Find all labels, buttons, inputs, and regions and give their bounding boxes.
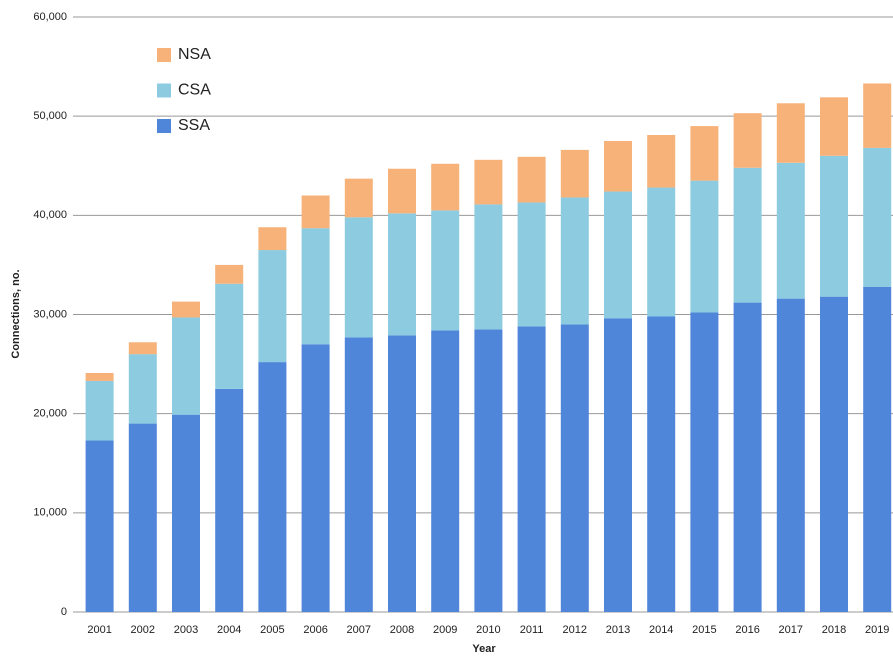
bar-segment [647,135,676,188]
bar-segment [647,316,676,612]
bar-segment [258,362,287,612]
bar-segment [604,191,632,319]
bar-segment [690,312,719,612]
bar-segment [733,167,762,303]
y-tick-label: 50,000 [33,110,67,122]
y-tick-label: 40,000 [33,209,67,221]
bar-segment [474,159,503,205]
x-tick-label: 2010 [476,624,500,636]
bar-segment [863,286,892,612]
bar-segment [733,113,762,168]
bar-segment [820,155,848,297]
bar-segment [690,126,719,181]
x-tick-label: 2009 [433,624,457,636]
x-tick-label: 2016 [735,624,759,636]
x-tick-label: 2003 [174,624,198,636]
bar-segment [301,228,330,345]
bar-segment [301,195,330,229]
x-tick-label: 2006 [303,624,327,636]
bar-segment [388,168,416,214]
bar-segment [344,178,373,218]
bar-segment [258,227,287,251]
x-tick-label: 2015 [692,624,716,636]
bar-segment [301,344,330,612]
bar-segment [85,440,114,612]
x-tick-label: 2018 [822,624,846,636]
x-tick-label: 2005 [260,624,284,636]
bar-segment [776,162,805,299]
bar-segment [172,317,200,415]
bar-segment [85,380,114,441]
bar-segment [431,210,460,331]
bar-segment [820,97,848,156]
y-tick-label: 20,000 [33,408,67,420]
bar-segment [733,302,762,612]
bar-segment [215,388,244,612]
x-tick-label: 2012 [563,624,587,636]
bar-segment [474,329,503,612]
x-tick-label: 2004 [217,624,241,636]
legend-label: SSA [178,117,210,134]
legend-swatch [157,119,171,133]
bar-segment [647,187,676,317]
x-tick-label: 2019 [865,624,889,636]
x-tick-label: 2014 [649,624,673,636]
x-tick-label: 2013 [606,624,630,636]
y-tick-label: 10,000 [33,507,67,519]
legend-label: CSA [178,82,211,99]
x-tick-label: 2017 [779,624,803,636]
bar-segment [431,330,460,612]
bar-segment [388,335,416,612]
y-tick-label: 60,000 [33,11,67,23]
bar-segment [172,414,200,612]
x-tick-label: 2007 [347,624,371,636]
bar-segment [776,103,805,163]
x-tick-label: 2008 [390,624,414,636]
bar-segment [604,318,632,612]
bar-segment [690,180,719,313]
legend-swatch [157,83,171,98]
bar-segment [863,147,892,287]
bar-segment [517,326,546,612]
bar-segment [517,202,546,327]
x-tick-label: 2011 [520,624,544,636]
bar-segment [820,296,848,612]
bar-segment [128,423,157,612]
bar-segment [388,213,416,336]
bar-segment [215,283,244,389]
y-tick-label: 30,000 [33,308,67,320]
y-axis-title: Connections, no. [10,269,22,358]
bar-segment [431,163,460,211]
bar-segment [128,354,157,424]
y-tick-label: 0 [61,606,67,618]
bar-segment [344,337,373,612]
bar-segment [560,324,589,612]
bar-segment [604,140,632,192]
bar-segment [215,264,244,284]
bar-segment [560,149,589,198]
bar-segment [85,373,114,381]
legend-swatch [157,48,171,62]
x-tick-label: 2002 [131,624,155,636]
bar-segment [776,298,805,612]
bar-segment [128,342,157,355]
bar-segment [258,250,287,363]
bar-segment [344,217,373,338]
x-axis-title: Year [472,643,496,655]
bar-segment [863,83,892,148]
bar-segment [560,197,589,325]
bar-segment [474,204,503,330]
bar-segment [172,301,200,318]
bar-segment [517,156,546,203]
legend-label: NSA [178,46,211,63]
x-tick-label: 2001 [87,624,111,636]
